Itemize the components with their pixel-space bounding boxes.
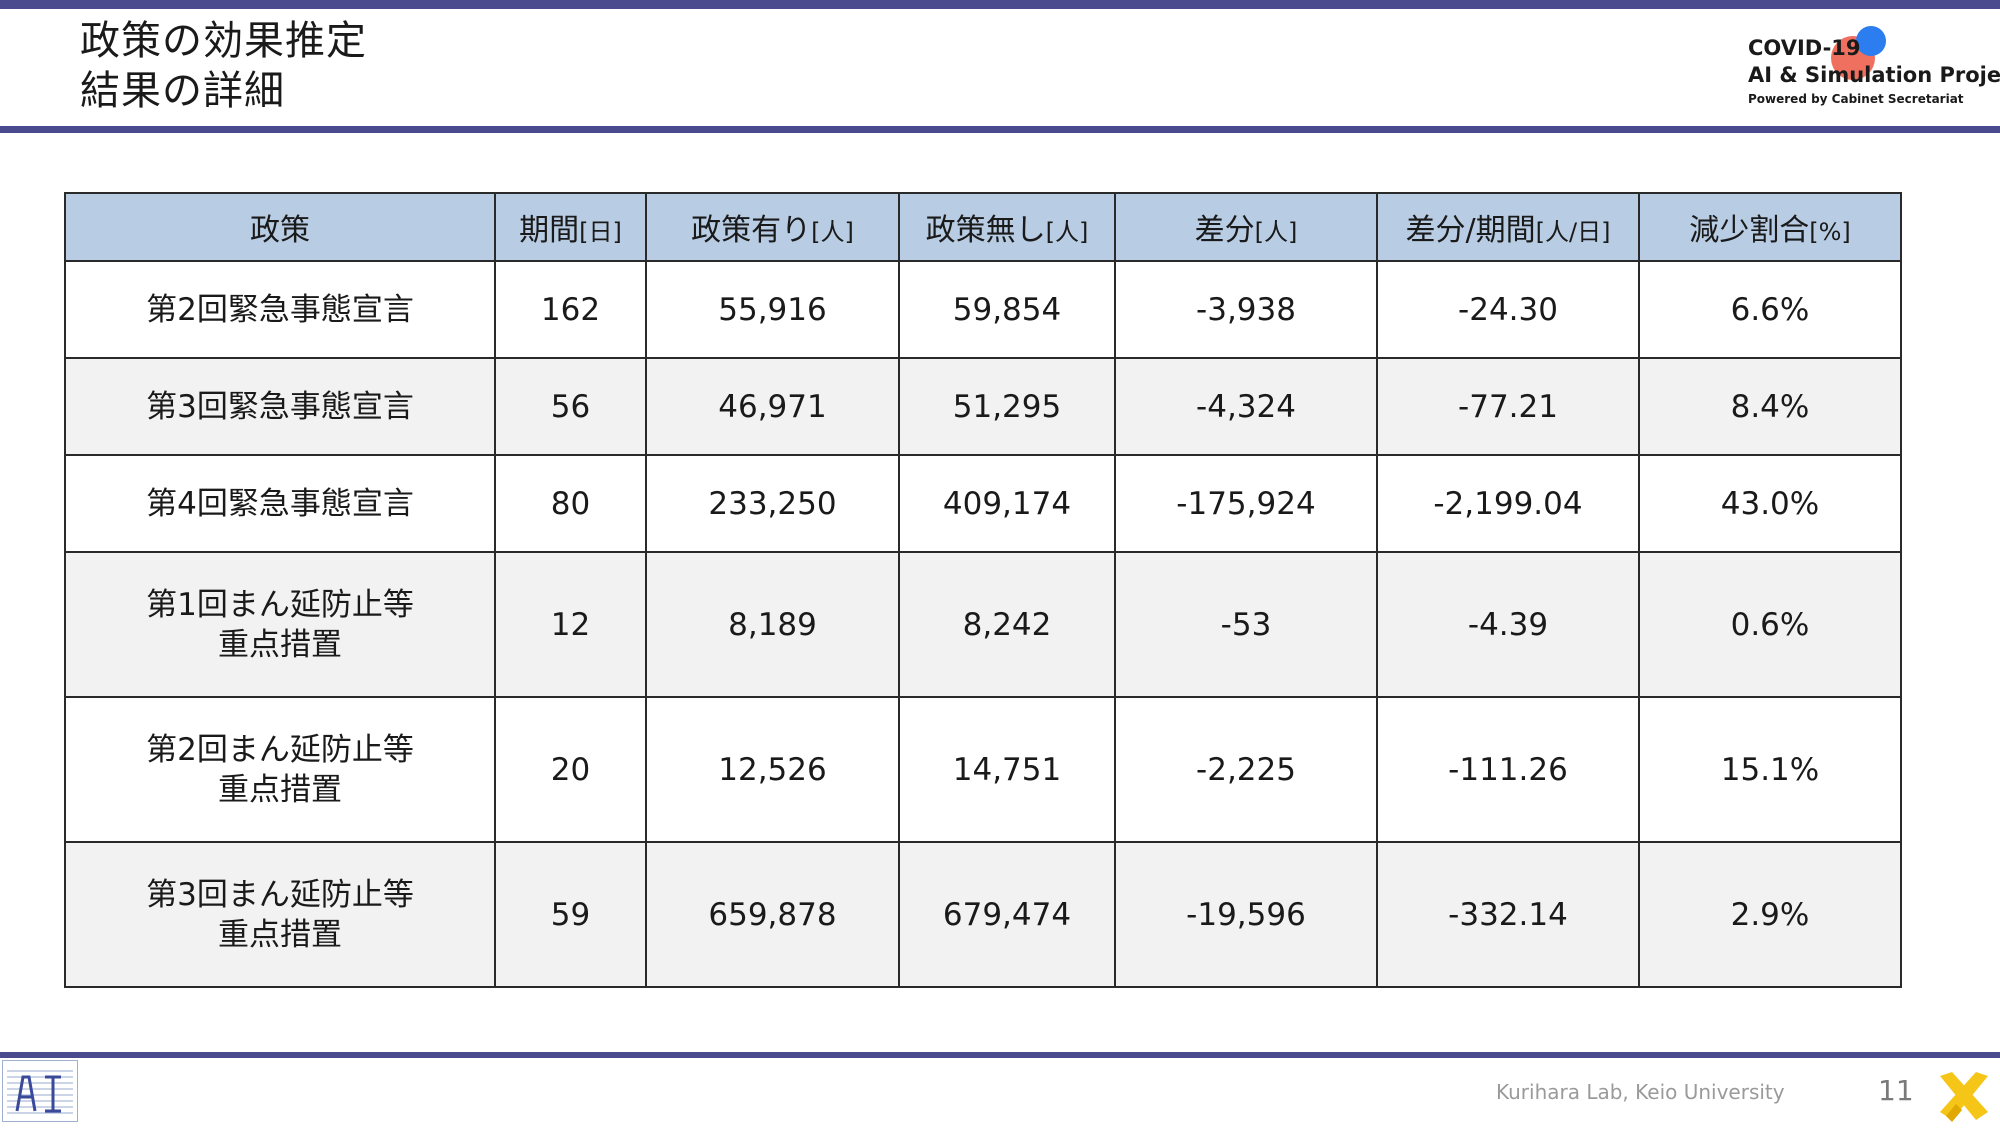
table-row: 第3回緊急事態宣言 56 46,971 51,295 -4,324 -77.21… (64, 357, 1902, 456)
logo-line3: Powered by Cabinet Secretariat (1748, 92, 1964, 106)
cell-reduction-rate: 2.9% (1638, 841, 1902, 988)
header-days: 期間[日] (494, 192, 647, 262)
logo-line2: AI & Simulation Project (1748, 63, 2000, 87)
cell-policy: 第3回緊急事態宣言 (64, 357, 496, 456)
cell-reduction-rate: 15.1% (1638, 696, 1902, 843)
cell-reduction-rate: 8.4% (1638, 357, 1902, 456)
cell-policy: 第4回緊急事態宣言 (64, 454, 496, 553)
footer-divider (0, 1052, 2000, 1058)
covid-ai-project-logo: COVID-19 AI & Simulation Project Powered… (1748, 26, 2000, 112)
logo-line1: COVID-19 (1748, 36, 1861, 60)
header-diff: 差分[人] (1114, 192, 1378, 262)
table-row: 第2回緊急事態宣言 162 55,916 59,854 -3,938 -24.3… (64, 260, 1902, 359)
cell-diff: -3,938 (1114, 260, 1378, 359)
cell-with-policy: 12,526 (645, 696, 900, 843)
table-row: 第3回まん延防止等 重点措置 59 659,878 679,474 -19,596… (64, 841, 1902, 988)
page-number: 11 (1878, 1074, 1914, 1107)
cell-with-policy: 8,189 (645, 551, 900, 698)
cell-policy: 第1回まん延防止等 重点措置 (64, 551, 496, 698)
header-with-policy: 政策有り[人] (645, 192, 900, 262)
table-header-row: 政策 期間[日] 政策有り[人] 政策無し[人] 差分[人] 差分/期間[人/日… (64, 192, 1902, 262)
title-divider (0, 126, 2000, 133)
cell-diff-per-day: -24.30 (1376, 260, 1640, 359)
cell-diff-per-day: -77.21 (1376, 357, 1640, 456)
table-row: 第4回緊急事態宣言 80 233,250 409,174 -175,924 -2… (64, 454, 1902, 553)
cell-reduction-rate: 0.6% (1638, 551, 1902, 698)
top-accent-bar (0, 0, 2000, 9)
lab-logo-icon (2, 1060, 78, 1122)
x-logo-icon (1936, 1068, 1992, 1124)
header-reduction-rate: 減少割合[%] (1638, 192, 1902, 262)
cell-with-policy: 55,916 (645, 260, 900, 359)
cell-without-policy: 8,242 (898, 551, 1116, 698)
cell-diff: -19,596 (1114, 841, 1378, 988)
cell-days: 12 (494, 551, 647, 698)
cell-days: 20 (494, 696, 647, 843)
logo-blue-dot (1856, 26, 1886, 56)
table-row: 第2回まん延防止等 重点措置 20 12,526 14,751 -2,225 -1… (64, 696, 1902, 843)
header-policy: 政策 (64, 192, 496, 262)
cell-without-policy: 51,295 (898, 357, 1116, 456)
cell-diff: -4,324 (1114, 357, 1378, 456)
cell-without-policy: 14,751 (898, 696, 1116, 843)
cell-diff: -175,924 (1114, 454, 1378, 553)
cell-days: 59 (494, 841, 647, 988)
table-row: 第1回まん延防止等 重点措置 12 8,189 8,242 -53 -4.39 0… (64, 551, 1902, 698)
cell-without-policy: 679,474 (898, 841, 1116, 988)
header-without-policy: 政策無し[人] (898, 192, 1116, 262)
cell-without-policy: 409,174 (898, 454, 1116, 553)
cell-diff: -53 (1114, 551, 1378, 698)
cell-diff-per-day: -332.14 (1376, 841, 1640, 988)
cell-policy: 第2回まん延防止等 重点措置 (64, 696, 496, 843)
cell-policy: 第2回緊急事態宣言 (64, 260, 496, 359)
cell-with-policy: 46,971 (645, 357, 900, 456)
policy-effect-table: 政策 期間[日] 政策有り[人] 政策無し[人] 差分[人] 差分/期間[人/日… (64, 192, 1902, 988)
cell-diff-per-day: -2,199.04 (1376, 454, 1640, 553)
cell-diff-per-day: -111.26 (1376, 696, 1640, 843)
cell-with-policy: 233,250 (645, 454, 900, 553)
header-diff-per-day: 差分/期間[人/日] (1376, 192, 1640, 262)
cell-with-policy: 659,878 (645, 841, 900, 988)
cell-reduction-rate: 6.6% (1638, 260, 1902, 359)
cell-without-policy: 59,854 (898, 260, 1116, 359)
cell-diff-per-day: -4.39 (1376, 551, 1640, 698)
footer-credit: Kurihara Lab, Keio University (1496, 1080, 1785, 1104)
slide-title: 政策の効果推定 結果の詳細 (80, 16, 367, 116)
cell-reduction-rate: 43.0% (1638, 454, 1902, 553)
cell-days: 56 (494, 357, 647, 456)
cell-diff: -2,225 (1114, 696, 1378, 843)
cell-days: 80 (494, 454, 647, 553)
slide-title-line1: 政策の効果推定 (80, 18, 367, 64)
slide-title-line2: 結果の詳細 (80, 68, 285, 114)
cell-days: 162 (494, 260, 647, 359)
cell-policy: 第3回まん延防止等 重点措置 (64, 841, 496, 988)
